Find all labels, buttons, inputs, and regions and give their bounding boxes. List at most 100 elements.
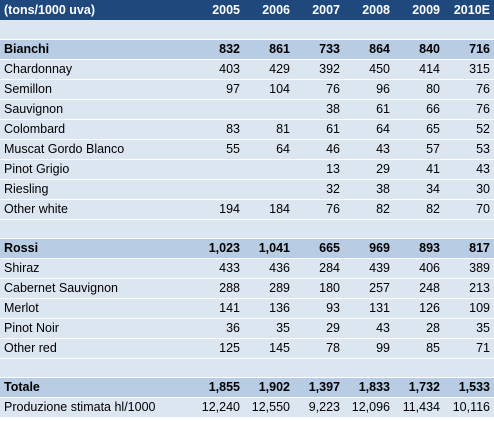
year-header: 2008 (344, 0, 394, 20)
value-cell: 716 (444, 39, 494, 60)
value-cell: 1,397 (294, 377, 344, 398)
variety-row: Chardonnay 403 429 392 450 414 315 (0, 59, 494, 80)
value-cell (344, 358, 394, 378)
value-cell: 29 (344, 159, 394, 180)
value-cell: 96 (344, 79, 394, 100)
value-cell: 61 (344, 99, 394, 120)
value-cell: 1,041 (244, 238, 294, 259)
value-cell: 12,550 (244, 397, 294, 418)
value-cell: 433 (194, 258, 244, 279)
row-label (0, 358, 194, 378)
value-cell: 36 (194, 318, 244, 339)
value-cell: 35 (244, 318, 294, 339)
value-cell: 315 (444, 59, 494, 80)
value-cell (344, 219, 394, 239)
value-cell: 284 (294, 258, 344, 279)
value-cell: 35 (444, 318, 494, 339)
value-cell: 65 (394, 119, 444, 140)
value-cell: 76 (294, 79, 344, 100)
value-cell: 12,240 (194, 397, 244, 418)
value-cell (194, 159, 244, 180)
row-label: Semillon (0, 79, 194, 100)
variety-row: Riesling 32 38 34 30 (0, 179, 494, 200)
year-header: 2007 (294, 0, 344, 20)
value-cell: 665 (294, 238, 344, 259)
value-cell: 76 (444, 99, 494, 120)
row-label: Pinot Grigio (0, 159, 194, 180)
value-cell: 439 (344, 258, 394, 279)
header-row: (tons/1000 uva) 2005 2006 2007 2008 2009 2010E (0, 0, 494, 20)
value-cell: 392 (294, 59, 344, 80)
value-cell: 78 (294, 338, 344, 359)
value-cell: 82 (344, 199, 394, 220)
table-unit-label: (tons/1000 uva) (0, 0, 194, 20)
value-cell: 289 (244, 278, 294, 299)
row-label: Merlot (0, 298, 194, 319)
spacer-row (0, 20, 494, 40)
year-header: 2005 (194, 0, 244, 20)
value-cell: 893 (394, 238, 444, 259)
value-cell: 141 (194, 298, 244, 319)
row-label: Shiraz (0, 258, 194, 279)
value-cell (444, 20, 494, 40)
value-cell: 257 (344, 278, 394, 299)
value-cell: 57 (394, 139, 444, 160)
value-cell: 403 (194, 59, 244, 80)
value-cell (244, 20, 294, 40)
value-cell: 436 (244, 258, 294, 279)
value-cell (344, 20, 394, 40)
value-cell: 10,116 (444, 397, 494, 418)
value-cell: 450 (344, 59, 394, 80)
value-cell: 76 (294, 199, 344, 220)
section-title: Rossi (0, 238, 194, 259)
value-cell: 969 (344, 238, 394, 259)
value-cell: 389 (444, 258, 494, 279)
value-cell: 85 (394, 338, 444, 359)
section-total-row: Rossi 1,023 1,041 665 969 893 817 (0, 238, 494, 259)
year-header: 2010E (444, 0, 494, 20)
value-cell: 1,833 (344, 377, 394, 398)
row-label (0, 219, 194, 239)
value-cell: 46 (294, 139, 344, 160)
variety-row: Merlot 141 136 93 131 126 109 (0, 298, 494, 319)
value-cell: 64 (344, 119, 394, 140)
value-cell (444, 358, 494, 378)
row-label: Muscat Gordo Blanco (0, 139, 194, 160)
variety-row: Cabernet Sauvignon 288 289 180 257 248 213 (0, 278, 494, 299)
row-label: Other red (0, 338, 194, 359)
row-label: Chardonnay (0, 59, 194, 80)
value-cell: 840 (394, 39, 444, 60)
spacer-row (0, 219, 494, 239)
row-label: Produzione stimata hl/1000 (0, 397, 194, 418)
value-cell: 180 (294, 278, 344, 299)
value-cell: 76 (444, 79, 494, 100)
value-cell: 38 (344, 179, 394, 200)
value-cell: 817 (444, 238, 494, 259)
value-cell: 864 (344, 39, 394, 60)
value-cell (444, 219, 494, 239)
year-header: 2009 (394, 0, 444, 20)
total-label: Totale (0, 377, 194, 398)
value-cell: 194 (194, 199, 244, 220)
value-cell: 80 (394, 79, 444, 100)
value-cell (194, 179, 244, 200)
value-cell (244, 219, 294, 239)
value-cell: 12,096 (344, 397, 394, 418)
production-row: Produzione stimata hl/1000 12,240 12,550 9,… (0, 397, 494, 418)
value-cell: 43 (444, 159, 494, 180)
value-cell: 429 (244, 59, 294, 80)
value-cell: 733 (294, 39, 344, 60)
value-cell: 861 (244, 39, 294, 60)
value-cell (194, 358, 244, 378)
variety-row: Shiraz 433 436 284 439 406 389 (0, 258, 494, 279)
value-cell: 248 (394, 278, 444, 299)
value-cell: 1,855 (194, 377, 244, 398)
value-cell: 832 (194, 39, 244, 60)
value-cell: 64 (244, 139, 294, 160)
value-cell: 55 (194, 139, 244, 160)
value-cell: 83 (194, 119, 244, 140)
value-cell: 53 (444, 139, 494, 160)
value-cell: 82 (394, 199, 444, 220)
value-cell: 99 (344, 338, 394, 359)
